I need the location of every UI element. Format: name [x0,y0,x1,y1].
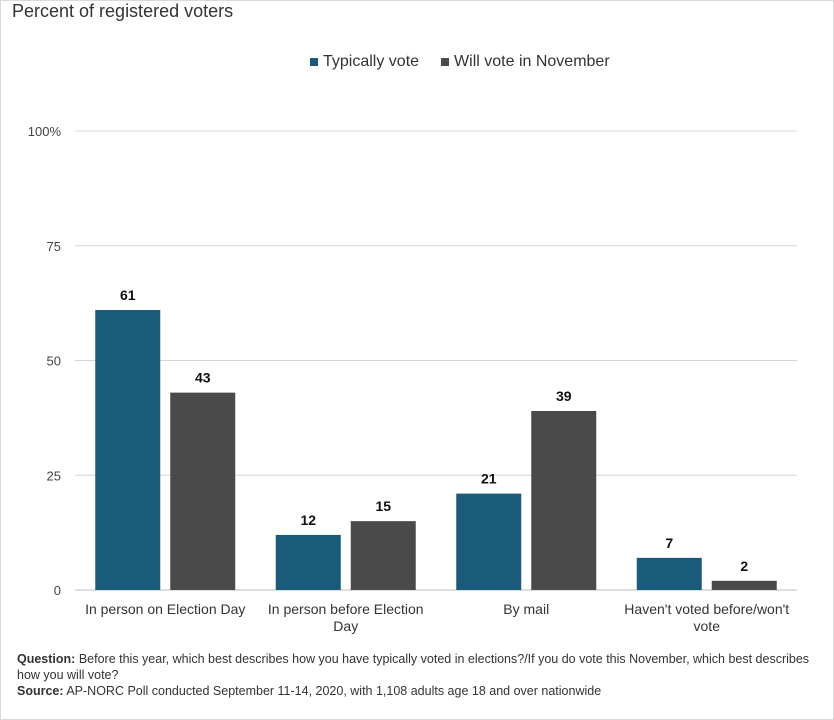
category-label: In person on Election Day [85,601,245,617]
category-label: Haven't voted before/won't [624,601,789,617]
category-label: vote [694,618,721,634]
bar [275,534,341,590]
category-label: Day [333,618,358,634]
question-label: Question: [17,652,76,666]
data-label: 61 [120,287,136,303]
legend-swatch-will-vote [441,58,450,66]
data-label: 43 [195,370,211,386]
data-label: 39 [556,388,572,404]
source-label: Source: [17,684,64,698]
legend-item-will-vote: Will vote in November [441,53,610,71]
y-tick-label: 50 [47,354,61,369]
category-label: By mail [503,601,549,617]
data-label: 21 [481,471,497,487]
legend-label-typically-vote: Typically vote [323,53,420,70]
legend: Typically vote Will vote in November [310,53,610,71]
bar [711,580,777,590]
bar [95,310,161,590]
bar-chart: 0 25 50 75 100% 61 43 In person on Election Day… [28,124,797,634]
footnote: Question: Before this year, which best d… [17,651,817,699]
y-tick-label: 25 [47,468,61,483]
data-label: 2 [740,558,748,574]
data-label: 7 [665,535,673,551]
data-label: 12 [300,512,316,528]
y-tick-label: 75 [47,239,61,254]
bar [636,557,702,590]
bar [531,410,597,590]
legend-item-typically-vote: Typically vote [310,53,419,71]
legend-label-will-vote: Will vote in November [454,53,610,70]
source-note: Source: AP-NORC Poll conducted September… [17,683,817,699]
y-tick-label: 100% [28,124,62,139]
bar [456,493,522,590]
bar [350,521,416,590]
y-tick-label: 0 [54,583,61,598]
question-text: Before this year, which best describes h… [17,652,810,682]
data-label: 15 [375,498,391,514]
bar [170,392,236,590]
chart-subtitle: Percent of registered voters [12,1,234,21]
legend-swatch-typically-vote [310,58,318,66]
question-note: Question: Before this year, which best d… [17,651,817,683]
source-text: AP-NORC Poll conducted September 11-14, … [63,684,602,698]
category-label: In person before Election [268,601,424,617]
